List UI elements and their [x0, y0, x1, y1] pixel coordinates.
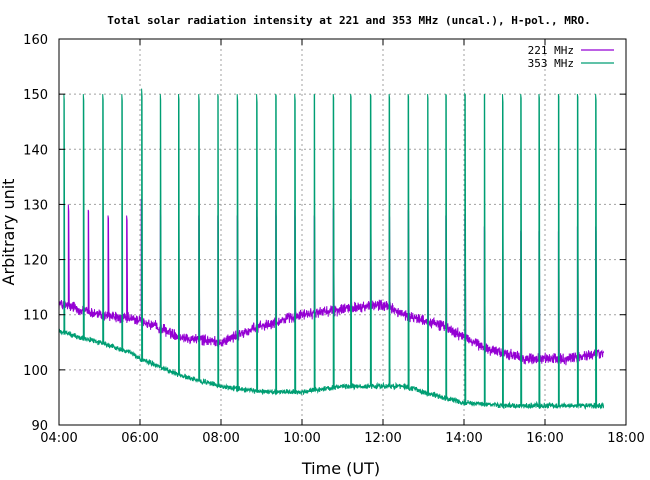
x-tick-label: 18:00 [607, 431, 644, 446]
plot-frame [58, 38, 627, 426]
y-tick-label: 150 [23, 88, 48, 103]
chart-title: Total solar radiation intensity at 221 a… [107, 14, 590, 27]
x-tick-label: 04:00 [40, 431, 77, 446]
y-tick-label: 140 [23, 143, 48, 158]
grid [59, 39, 626, 425]
axis-ticks: 04:00 06:00 08:00 10:00 12:00 14:00 16:00 18:00… [23, 33, 645, 446]
x-tick-label: 14:00 [445, 431, 482, 446]
series-line-221-mhz [59, 198, 605, 366]
x-tick-label: 12:00 [364, 431, 401, 446]
x-tick-label: 16:00 [526, 431, 563, 446]
series-layer [59, 88, 605, 410]
y-tick-label: 130 [23, 198, 48, 213]
x-tick-label: 06:00 [121, 431, 158, 446]
y-tick-label: 100 [23, 364, 48, 379]
x-tick-label: 08:00 [202, 431, 239, 446]
legend-label: 221 MHz [528, 44, 574, 57]
y-tick-label: 110 [23, 309, 48, 324]
y-tick-label: 90 [31, 419, 48, 434]
x-axis-label: Time (UT) [301, 459, 380, 478]
x-tick-label: 10:00 [283, 431, 320, 446]
plot-area [59, 88, 605, 410]
legend-label: 353 MHz [528, 57, 574, 70]
y-axis-label: Arbitrary unit [0, 179, 18, 286]
y-tick-label: 120 [23, 254, 48, 269]
series-line-353-mhz [59, 88, 605, 410]
y-tick-label: 160 [23, 33, 48, 48]
